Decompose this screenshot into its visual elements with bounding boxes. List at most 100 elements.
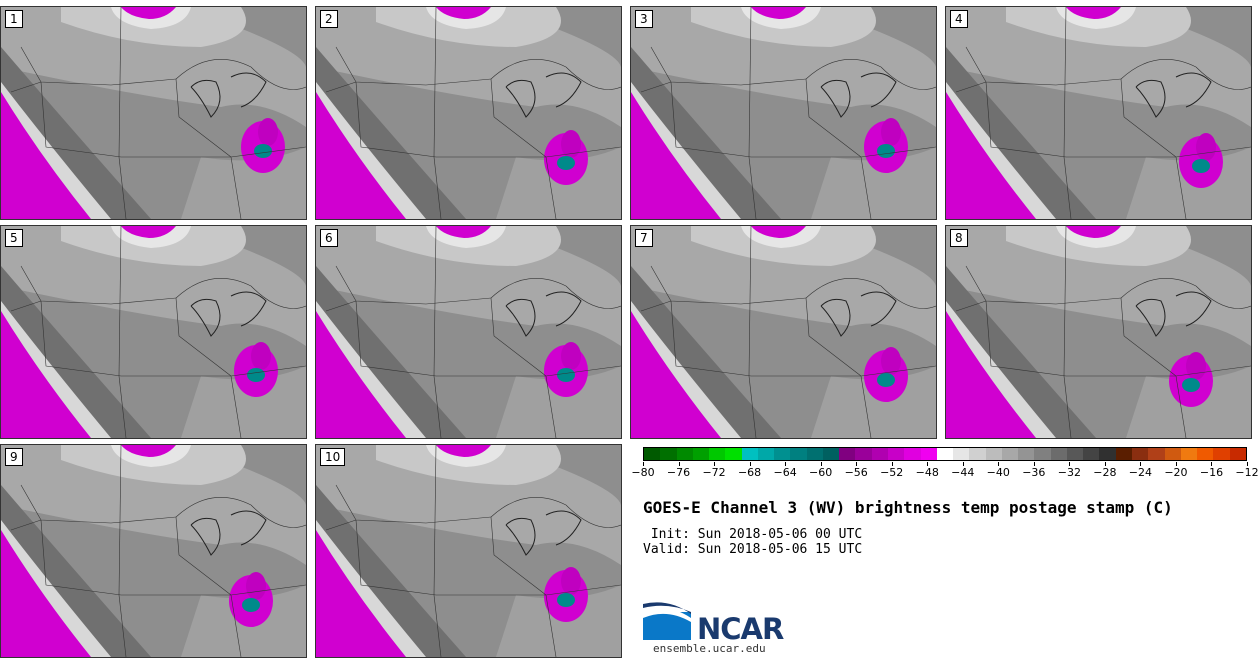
logo-url: ensemble.ucar.edu <box>653 642 766 655</box>
colorbar-swatch <box>953 448 970 460</box>
colorbar-swatch <box>1050 448 1067 460</box>
colorbar-swatch <box>660 448 677 460</box>
panel-label: 2 <box>320 10 338 28</box>
ncar-logo-text: NCAR <box>697 612 784 646</box>
colorbar-swatch <box>822 448 840 460</box>
colorbar-swatch <box>806 448 823 460</box>
panel-label: 7 <box>635 229 653 247</box>
panel-label: 3 <box>635 10 653 28</box>
colorbar-tick-label: −52 <box>880 466 904 479</box>
valid-time: Valid: Sun 2018-05-06 15 UTC <box>643 542 863 557</box>
colorbar-swatch <box>920 448 937 460</box>
colorbar-tick-label: −68 <box>737 466 762 479</box>
colorbar-swatch <box>790 448 807 460</box>
colorbar-swatch <box>1229 448 1246 460</box>
colorbar-swatch <box>1099 448 1116 460</box>
colorbar-tick-mark <box>785 462 787 466</box>
colorbar-tick-label: −12 <box>1235 466 1259 479</box>
panel-label: 9 <box>5 448 23 466</box>
colorbar-tick-mark <box>1104 462 1106 466</box>
panel-label: 6 <box>320 229 338 247</box>
colorbar-tick-mark <box>1211 462 1213 466</box>
colorbar-swatch <box>725 448 742 460</box>
colorbar-tick-mark <box>643 462 644 466</box>
panel-label: 1 <box>5 10 23 28</box>
panel-label: 10 <box>320 448 346 466</box>
colorbar-tick-mark <box>1033 462 1035 466</box>
colorbar-swatch <box>774 448 791 460</box>
colorbar-swatch <box>855 448 872 460</box>
colorbar <box>643 447 1247 461</box>
colorbar-swatch <box>985 448 1002 460</box>
colorbar-swatch <box>887 448 905 460</box>
colorbar-swatch <box>1066 448 1084 460</box>
colorbar-tick-mark <box>1069 462 1071 466</box>
colorbar-tick-label: −44 <box>951 466 975 479</box>
colorbar-swatch <box>1034 448 1051 460</box>
colorbar-swatch <box>709 448 726 460</box>
colorbar-swatch <box>1213 448 1230 460</box>
panel-label: 8 <box>950 229 968 247</box>
colorbar-tick-label: −64 <box>773 466 797 479</box>
colorbar-tick-mark <box>1247 462 1248 466</box>
colorbar-ticks: −80 −76 −72 −68 −64 −60 −56 −52 −48 −44 −40 −36 −32−… <box>631 462 1259 482</box>
colorbar-tick-mark <box>962 462 964 466</box>
colorbar-swatch <box>676 448 693 460</box>
colorbar-swatch <box>1164 448 1181 460</box>
colorbar-tick-mark <box>820 462 822 466</box>
stamp-panel: 4 <box>945 6 1252 220</box>
colorbar-swatch <box>1115 448 1132 460</box>
colorbar-swatch <box>1131 448 1149 460</box>
colorbar-tick-label: −76 <box>666 466 691 479</box>
colorbar-swatch <box>741 448 758 460</box>
colorbar-tick-label: −60 <box>809 466 833 479</box>
colorbar-swatch <box>1180 448 1198 460</box>
colorbar-tick-label: −32 <box>1057 466 1081 479</box>
colorbar-swatch <box>757 448 775 460</box>
stamp-panel: 9 <box>0 444 307 658</box>
colorbar-swatch <box>692 448 710 460</box>
colorbar-tick-mark <box>749 462 751 466</box>
colorbar-tick-label: −16 <box>1199 466 1224 479</box>
colorbar-tick-label: −56 <box>844 466 868 479</box>
colorbar-tick-mark <box>998 462 1000 466</box>
stamp-panel: 2 <box>315 6 622 220</box>
panel-label: 5 <box>5 229 23 247</box>
panel-label: 4 <box>950 10 968 28</box>
colorbar-swatch <box>904 448 921 460</box>
stamp-panel: 6 <box>315 225 622 439</box>
colorbar-swatch <box>1148 448 1165 460</box>
colorbar-swatch <box>1001 448 1019 460</box>
stamp-panel: 5 <box>0 225 307 439</box>
colorbar-tick-mark <box>856 462 858 466</box>
colorbar-tick-label: −24 <box>1128 466 1153 479</box>
colorbar-tick-label: −80 <box>631 466 655 479</box>
colorbar-tick-mark <box>891 462 893 466</box>
colorbar-tick-mark <box>1140 462 1142 466</box>
stamp-panel: 8 <box>945 225 1252 439</box>
stamp-panel: 1 <box>0 6 307 220</box>
colorbar-tick-mark <box>1175 462 1177 466</box>
colorbar-tick-mark <box>678 462 680 466</box>
colorbar-tick-label: −48 <box>915 466 939 479</box>
colorbar-tick-mark <box>927 462 929 466</box>
ncar-logo-icon <box>643 602 691 640</box>
colorbar-tick-label: −20 <box>1164 466 1188 479</box>
colorbar-swatch <box>644 448 661 460</box>
colorbar-swatch <box>969 448 986 460</box>
stamp-panel: 7 <box>630 225 937 439</box>
colorbar-tick-label: −72 <box>702 466 726 479</box>
colorbar-swatch <box>871 448 888 460</box>
colorbar-swatch <box>839 448 856 460</box>
colorbar-tick-label: −40 <box>986 466 1010 479</box>
colorbar-swatch <box>1197 448 1214 460</box>
stamp-panel: 10 <box>315 444 622 658</box>
colorbar-tick-label: −28 <box>1093 466 1117 479</box>
colorbar-tick-mark <box>714 462 716 466</box>
stamp-panel: 3 <box>630 6 937 220</box>
init-time: Init: Sun 2018-05-06 00 UTC <box>643 527 863 542</box>
colorbar-swatch <box>936 448 954 460</box>
colorbar-swatch <box>1018 448 1035 460</box>
colorbar-swatch <box>1083 448 1100 460</box>
chart-title: GOES-E Channel 3 (WV) brightness temp po… <box>643 498 1173 517</box>
